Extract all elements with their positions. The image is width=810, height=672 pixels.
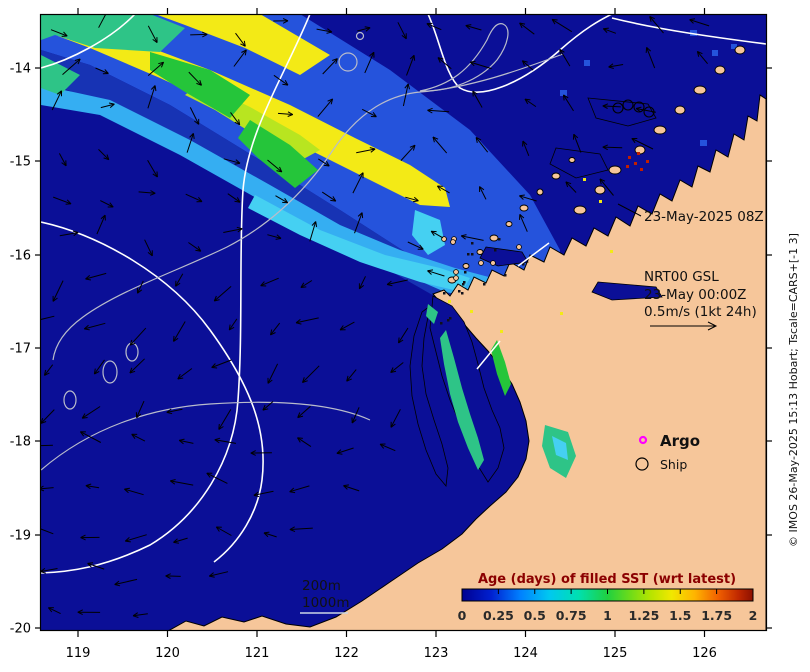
islands xyxy=(447,45,746,284)
colorbar-tick-label: 0 xyxy=(458,608,467,623)
gsl-contours xyxy=(41,15,766,574)
map-area xyxy=(41,15,766,630)
colorbar-tick-label: 0.75 xyxy=(556,608,587,623)
model-name-label: NRT00 GSL xyxy=(644,269,719,285)
lat-tick-label: -19 xyxy=(10,529,31,544)
lon-tick-label: 124 xyxy=(513,646,538,661)
credit-text: © IMOS 26-May-2025 15:13 Hobart; Tscale=… xyxy=(787,233,800,547)
ship-marker-icon xyxy=(635,457,649,471)
lat-tick-label: -20 xyxy=(10,622,31,637)
colorbar-tick-label: 1.5 xyxy=(669,608,691,623)
lon-tick-label: 119 xyxy=(66,646,91,661)
colorbar-title: Age (days) of filled SST (wrt latest) xyxy=(478,572,736,587)
ship-legend-label: Ship xyxy=(660,457,687,472)
colorbar-tick-label: 0.5 xyxy=(524,608,546,623)
lat-tick-label: -15 xyxy=(10,155,31,170)
lat-tick-label: -17 xyxy=(10,342,31,357)
current-vectors xyxy=(41,15,710,618)
colorbar-tick-label: 1 xyxy=(603,608,612,623)
land-mass xyxy=(168,94,766,630)
map-frame xyxy=(39,13,768,632)
timestamp-label: 23-May-2025 08Z xyxy=(644,209,764,225)
lon-tick-label: 125 xyxy=(603,646,628,661)
colorbar-tick-label: 1.25 xyxy=(628,608,659,623)
lat-tick-label: -18 xyxy=(10,435,31,450)
lon-tick-label: 120 xyxy=(155,646,180,661)
axis-tick-labels: -14 -15 -16 -17 -18 -19 -20 119 120 121 122 123 124 1… xyxy=(10,62,717,662)
vector-scale-label: 0.5m/s (1kt 24h) xyxy=(644,304,757,320)
depth-200m-label: 200m xyxy=(302,578,341,594)
gulf-waters xyxy=(409,97,663,487)
lon-tick-label: 122 xyxy=(334,646,359,661)
axis-ticks xyxy=(35,8,772,637)
lat-tick-label: -16 xyxy=(10,249,31,264)
lon-tick-label: 126 xyxy=(692,646,717,661)
colorbar-tick-label: 2 xyxy=(749,608,758,623)
age-specks xyxy=(250,30,649,333)
lon-tick-label: 121 xyxy=(245,646,270,661)
argo-marker-icon xyxy=(638,435,648,445)
depth-contours xyxy=(41,23,564,471)
model-time-label: 23-May 00:00Z xyxy=(644,287,746,303)
ship-tracks xyxy=(476,242,550,370)
depth-1000m-label: 1000m xyxy=(302,595,350,611)
colorbar-ticks xyxy=(461,589,754,594)
colorbar-tick-label: 1.75 xyxy=(701,608,732,623)
lon-tick-label: 123 xyxy=(424,646,449,661)
lat-tick-label: -14 xyxy=(10,62,31,77)
colorbar-tick-labels: 0 0.25 0.5 0.75 1 1.25 1.5 1.75 2 xyxy=(458,608,758,623)
scale-arrow xyxy=(650,321,718,331)
argo-legend-label: Argo xyxy=(660,432,700,450)
timestamp-leader-line xyxy=(617,203,642,217)
colorbar-tick-label: 0.25 xyxy=(483,608,514,623)
annotation-layer: 23-May-2025 08Z NRT00 GSL 23-May 00:00Z … xyxy=(300,203,764,614)
